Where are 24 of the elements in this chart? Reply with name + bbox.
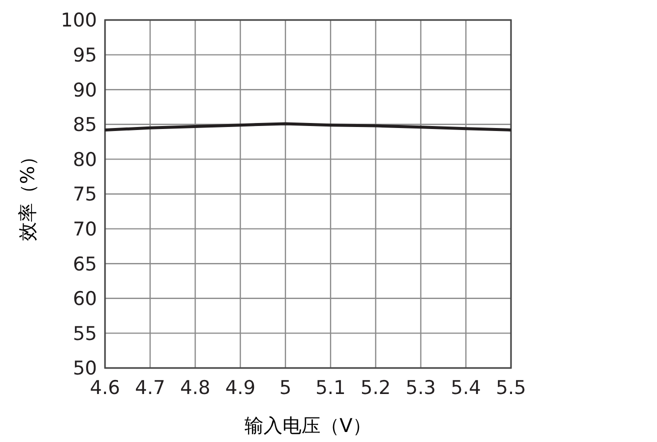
y-tick-label: 65 — [72, 253, 97, 276]
y-tick-label: 100 — [60, 10, 97, 32]
x-tick-label: 4.8 — [180, 377, 210, 399]
y-tick-label: 75 — [72, 184, 97, 206]
y-tick-label: 95 — [72, 44, 97, 66]
x-tick-label: 4.6 — [90, 377, 120, 399]
y-axis-title: 效率（%） — [17, 146, 39, 242]
line-series — [104, 122, 512, 132]
x-tick-label: 5.4 — [450, 377, 481, 399]
y-tick-label: 90 — [72, 79, 97, 102]
y-tick-label: 80 — [72, 148, 97, 171]
y-tick-label: 55 — [72, 322, 97, 345]
x-tick-label: 5 — [279, 377, 292, 399]
x-tick-label: 5.2 — [360, 377, 391, 399]
x-tick-label: 5.3 — [406, 377, 436, 399]
x-tick-label: 4.7 — [135, 377, 166, 399]
x-tick-label: 5.5 — [496, 377, 526, 399]
y-tick-label: 85 — [72, 114, 97, 136]
x-axis-title: 输入电压（V） — [244, 415, 372, 437]
x-tick-label: 5.1 — [315, 377, 346, 399]
y-tick-label: 70 — [72, 218, 97, 240]
x-tick-label: 4.9 — [225, 377, 256, 399]
y-tick-label: 50 — [72, 358, 97, 380]
y-tick-label: 60 — [72, 288, 97, 310]
